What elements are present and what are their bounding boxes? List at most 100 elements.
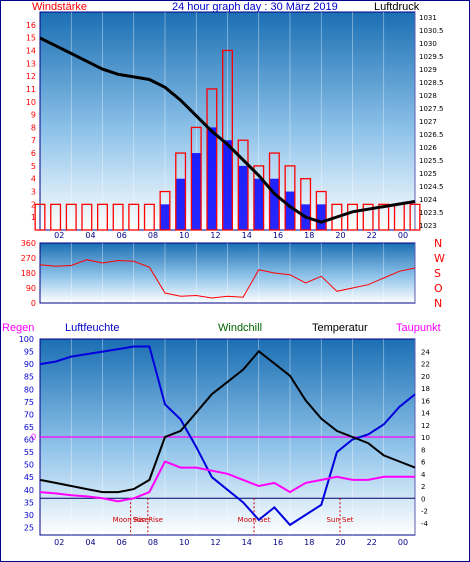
wind-bar [300, 178, 312, 231]
wind-bar [159, 190, 171, 231]
temperature-y-tick: 6 [421, 459, 426, 467]
pressure-y-tick: 1029.5 [419, 53, 444, 61]
gust-bar [316, 204, 327, 230]
x-tick-label: 14 [242, 231, 252, 240]
wind-direction-line [39, 259, 416, 299]
x-tick-label: 16 [273, 231, 283, 240]
temperature-y-tick: 18 [421, 385, 430, 393]
x-tick-label: 08 [148, 231, 158, 240]
x-tick-label: 08 [148, 538, 158, 547]
wind-y-tick: 14 [26, 46, 36, 55]
pressure-y-tick: 1025 [419, 170, 437, 178]
compass-label: N [434, 297, 442, 310]
gust-bar [191, 153, 202, 230]
panel3-x-ticks: 02 04 06 08 10 12 14 16 18 20 22 00 [54, 538, 408, 547]
compass-label: W [434, 252, 445, 265]
pressure-y-tick: 1029 [419, 66, 437, 74]
gust-bar [207, 127, 217, 230]
wind-bar [97, 203, 108, 231]
pressure-y-tick: 1030 [419, 40, 437, 48]
x-tick-label: 10 [179, 231, 189, 240]
humidity-y-tick: 85 [24, 373, 34, 382]
wind-bar [347, 203, 358, 231]
compass-label: S [434, 267, 441, 280]
x-tick-label: 14 [242, 538, 252, 547]
wind-bar [50, 203, 62, 231]
temperatur-label: Temperatur [312, 322, 368, 334]
astro-label: Sun Rise [133, 516, 163, 524]
humidity-y-tick: 75 [24, 398, 34, 407]
x-tick-label: 04 [85, 231, 95, 240]
gust-bar [175, 178, 186, 230]
humidity-line [39, 345, 416, 527]
temperature-y-tick: 24 [421, 348, 430, 356]
wind-y-tick: 6 [31, 149, 36, 158]
header-right: Luftdruck [374, 1, 420, 13]
x-tick-label: 22 [367, 231, 377, 240]
x-tick-label: 10 [179, 538, 189, 547]
x-tick-label: 20 [335, 538, 345, 547]
astro-label: Moon Rise [113, 516, 149, 524]
direction-y-tick: 360 [21, 239, 36, 248]
humidity-y-tick: 100 [19, 335, 34, 344]
temperature-y-tick: 10 [421, 434, 430, 442]
wind-y-tick: 4 [31, 175, 36, 184]
x-tick-label: 18 [304, 231, 314, 240]
wind-bar [268, 152, 280, 231]
gust-bar [285, 191, 295, 230]
temperature-y-tick: 16 [421, 397, 430, 405]
temperature-y-tick: 2 [421, 483, 425, 491]
x-tick-label: 00 [398, 231, 408, 240]
pressure-y-tick: 1030.5 [419, 27, 444, 35]
wind-y-tick: 7 [31, 136, 36, 145]
zero-marker: 0 [31, 432, 36, 442]
pressure-y-tick: 1023 [419, 222, 437, 230]
wind-y-tick: 2 [31, 200, 36, 209]
pressure-y-tick: 1026.5 [419, 131, 444, 139]
x-tick-label: 06 [117, 538, 127, 547]
astro-label: Sun Set [326, 516, 353, 524]
wind-bar [315, 190, 327, 231]
dewpoint-line [39, 460, 415, 503]
direction-y-tick: 180 [21, 269, 36, 278]
direction-y-ticks: 0 90 180 270 360 [21, 239, 36, 308]
wind-bar [34, 203, 46, 231]
x-tick-label: 22 [367, 538, 377, 547]
temperature-y-tick: 4 [421, 471, 426, 479]
windchill-label: Windchill [218, 322, 262, 334]
compass-label: O [434, 282, 443, 295]
temperature-y-tick: 22 [421, 361, 430, 369]
humidity-y-tick: 60 [24, 436, 34, 445]
pressure-y-tick: 1023.5 [419, 209, 444, 217]
pressure-y-tick: 1028.5 [419, 79, 444, 87]
wind-bar [253, 165, 265, 231]
humidity-y-tick: 80 [24, 385, 34, 394]
pressure-y-tick: 1027.5 [419, 105, 444, 113]
pressure-y-tick: 1028 [419, 92, 437, 100]
luftfeuchte-label: Luftfeuchte [65, 322, 119, 334]
x-tick-label: 16 [273, 538, 283, 547]
wind-bar [409, 203, 421, 231]
wind-bar [206, 88, 218, 231]
gust-bar [222, 140, 233, 230]
panel1-x-ticks: 02 04 06 08 10 12 14 16 18 20 22 00 [54, 231, 408, 240]
taupunkt-label: Taupunkt [396, 322, 441, 334]
pressure-line [39, 36, 416, 224]
wind-y-tick: 13 [26, 59, 36, 68]
humidity-y-tick: 50 [24, 461, 34, 470]
x-tick-label: 06 [117, 231, 127, 240]
temperature-y-tick: 12 [421, 422, 430, 430]
wind-bar [284, 165, 296, 231]
pressure-y-tick: 1024 [419, 196, 437, 204]
wind-bar [378, 203, 390, 231]
humidity-y-tick: 35 [24, 498, 34, 507]
gust-bar [238, 165, 248, 230]
humidity-y-tick: 45 [24, 473, 34, 482]
humidity-y-tick: 95 [24, 348, 34, 357]
x-tick-label: 02 [54, 538, 64, 547]
gust-bar [269, 178, 280, 230]
